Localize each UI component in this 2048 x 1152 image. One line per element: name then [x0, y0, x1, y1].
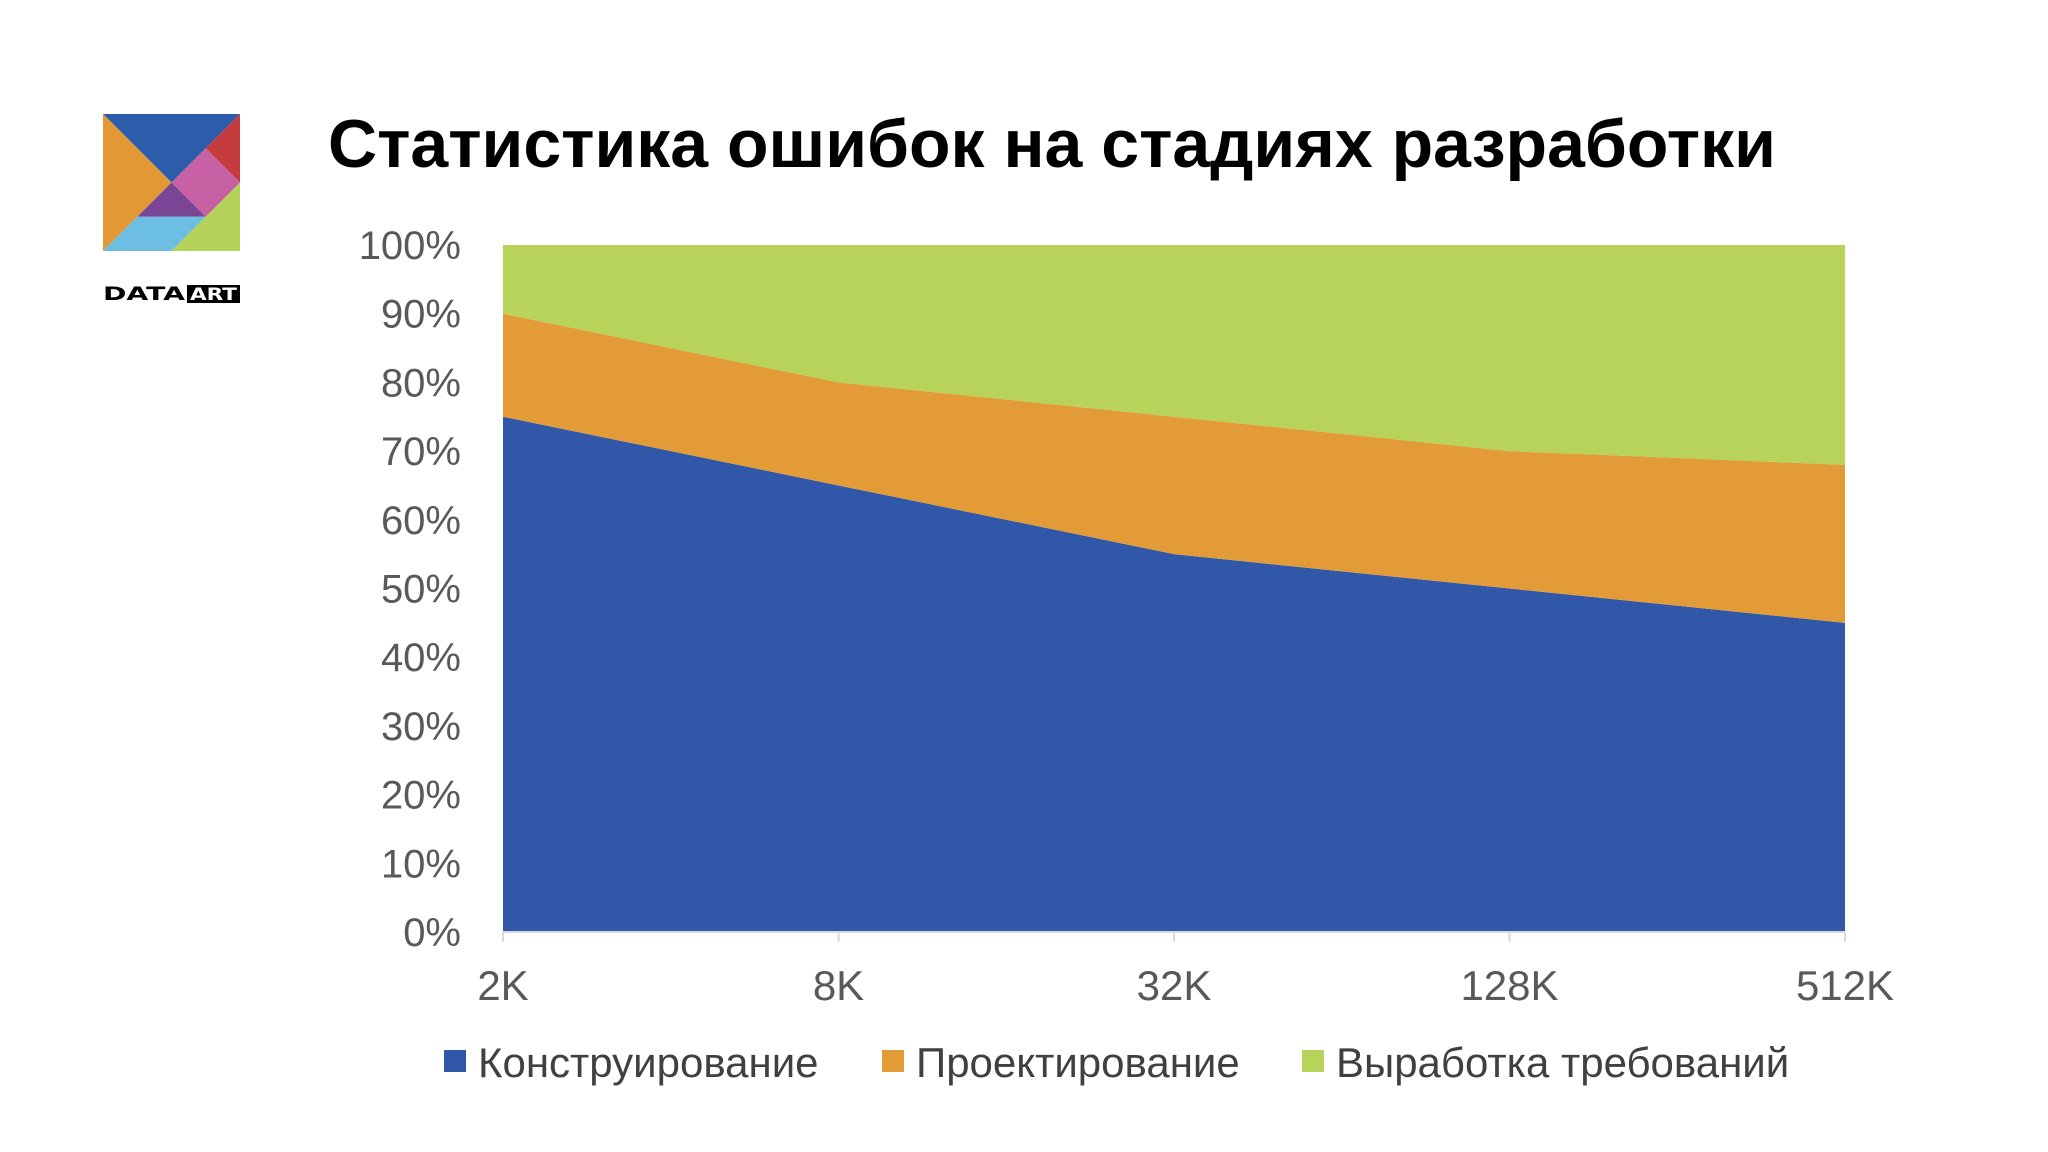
y-tick-label: 30%: [381, 705, 461, 749]
x-tick-label: 128K: [1460, 962, 1558, 1009]
dataart-logo: [103, 114, 240, 251]
legend-label-1: Проектирование: [916, 1039, 1240, 1086]
legend-label-2: Выработка требований: [1336, 1039, 1789, 1086]
y-tick-label: 90%: [381, 293, 461, 337]
x-tick-label: 32K: [1137, 962, 1212, 1009]
area-series-0: [503, 416, 1845, 932]
x-tick-label: 512K: [1796, 962, 1894, 1009]
y-tick-label: 10%: [381, 842, 461, 886]
y-axis-ticks: 0% 10% 20% 30% 40% 50% 60% 70% 80% 90% 100%: [359, 224, 461, 955]
logo-piece-blue: [103, 114, 240, 183]
area-series-1: [503, 313, 1845, 623]
y-tick-label: 80%: [381, 361, 461, 405]
area-series-2: [503, 245, 1845, 465]
logo-piece-red: [205, 114, 240, 183]
legend-swatch-0: [444, 1050, 466, 1072]
logo-piece-green: [171, 182, 240, 251]
y-tick-label: 20%: [381, 774, 461, 818]
legend-swatch-1: [882, 1050, 904, 1072]
chart-axes: [502, 931, 1846, 942]
plot-areas: [503, 245, 1845, 932]
y-tick-label: 60%: [381, 499, 461, 543]
legend-swatch-2: [1302, 1050, 1324, 1072]
y-tick-label: 70%: [381, 430, 461, 474]
y-tick-label: 0%: [403, 911, 461, 955]
logo-wordmark: DATA ART: [103, 283, 240, 305]
logo-wordmark-graphic: DATA ART: [103, 283, 240, 305]
chart-legend: Конструирование Проектирование Выработка т…: [444, 1039, 1789, 1086]
slide-title: Статистика ошибок на стадиях разработки: [328, 106, 1776, 182]
y-tick-label: 100%: [359, 224, 461, 268]
logo-piece-orange: [103, 114, 172, 251]
x-tick-label: 2K: [477, 962, 528, 1009]
logo-piece-purple: [137, 182, 206, 217]
svg-text:DATA: DATA: [103, 284, 185, 304]
legend-label-0: Конструирование: [478, 1039, 819, 1086]
x-tick-label: 8K: [813, 962, 864, 1009]
y-tick-label: 50%: [381, 568, 461, 612]
svg-text:ART: ART: [190, 285, 237, 304]
y-tick-label: 40%: [381, 636, 461, 680]
logo-tangram-icon: [103, 114, 240, 251]
x-axis-ticks: 2K 8K 32K 128K 512K: [477, 962, 1894, 1009]
